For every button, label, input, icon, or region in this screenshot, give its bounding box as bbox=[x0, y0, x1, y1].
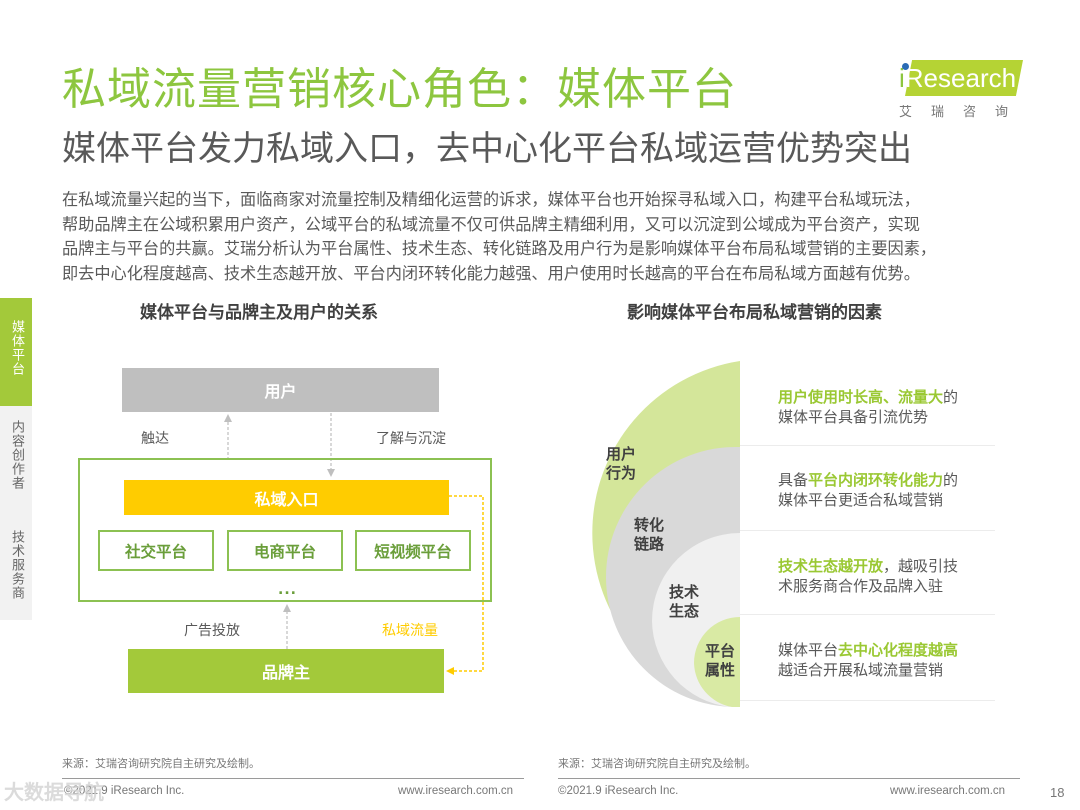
ring-label-tech: 技术 生态 bbox=[669, 583, 699, 621]
source-note-right: 来源：艾瑞咨询研究院自主研究及绘制。 bbox=[558, 757, 756, 770]
page-number: 18 bbox=[1050, 785, 1065, 800]
ring-label-line: 生态 bbox=[669, 602, 700, 620]
ring-label-line: 行为 bbox=[606, 464, 637, 482]
footer-divider-left bbox=[62, 778, 524, 779]
page-subtitle: 媒体平台发力私域入口，去中心化平台私域运营优势突出 bbox=[62, 129, 912, 169]
user-box: 用户 bbox=[122, 368, 439, 412]
factor-post: 的 bbox=[943, 388, 959, 406]
divider bbox=[740, 700, 995, 701]
ring-label-user-behavior: 用户 行为 bbox=[606, 445, 636, 483]
ad-label: 广告投放 bbox=[184, 623, 240, 639]
divider bbox=[740, 530, 995, 531]
footer-divider-right bbox=[558, 778, 1020, 779]
logo-cn-name: 艾瑞咨询 bbox=[899, 105, 1028, 120]
factor-post: ，越吸引技 bbox=[883, 557, 959, 575]
brand-box: 品牌主 bbox=[128, 649, 444, 693]
watermark: 大数据导航 bbox=[4, 780, 104, 804]
factor-conversion: 具备平台内闭环转化能力的 媒体平台更适合私域营销 bbox=[778, 470, 958, 510]
copyright-left: ©2021.9 iResearch Inc. bbox=[64, 785, 185, 797]
website-right[interactable]: www.iresearch.com.cn bbox=[890, 785, 1006, 797]
reach-label: 触达 bbox=[141, 431, 169, 447]
factor-pre: 媒体平台 bbox=[778, 641, 839, 659]
ring-label-line: 用户 bbox=[606, 445, 637, 463]
left-diagram-title: 媒体平台与品牌主及用户的关系 bbox=[140, 303, 378, 323]
paragraph-line: 即去中心化程度越高、技术生态越开放、平台内闭环转化能力越强、用户使用时长越高的平… bbox=[62, 263, 920, 283]
ring-label-line: 转化 bbox=[634, 516, 665, 534]
factor-highlight: 去中心化程度越高 bbox=[838, 641, 959, 659]
platform-ecommerce: 电商平台 bbox=[227, 530, 343, 571]
factor-line2: 越适合开展私域流量营销 bbox=[778, 661, 944, 679]
side-tabs: 媒体平台 内容创作者 技术服务商 bbox=[0, 298, 32, 620]
source-note-left: 来源：艾瑞咨询研究院自主研究及绘制。 bbox=[62, 757, 260, 770]
factor-post: 的 bbox=[943, 471, 959, 489]
side-tab-label: 媒体平台 bbox=[9, 320, 24, 376]
media-platform-container bbox=[78, 458, 492, 602]
understand-label: 了解与沉淀 bbox=[376, 431, 446, 447]
factor-line2: 媒体平台具备引流优势 bbox=[778, 408, 929, 426]
logo-band bbox=[905, 60, 1023, 96]
ring-label-line: 属性 bbox=[705, 661, 736, 679]
factor-highlight: 技术生态越开放 bbox=[778, 557, 884, 575]
logo-prefix: i bbox=[899, 63, 905, 93]
ring-label-platform: 平台 属性 bbox=[705, 642, 735, 680]
factor-line2: 媒体平台更适合私域营销 bbox=[778, 491, 944, 509]
side-tab-label: 技术服务商 bbox=[9, 530, 24, 600]
side-tab-label: 内容创作者 bbox=[9, 420, 24, 490]
right-diagram-title: 影响媒体平台布局私域营销的因素 bbox=[627, 303, 882, 323]
factor-highlight: 平台内闭环转化能力 bbox=[808, 471, 944, 489]
factor-pre: 具备 bbox=[778, 471, 809, 489]
copyright-right: ©2021.9 iResearch Inc. bbox=[558, 785, 679, 797]
factor-rings bbox=[592, 361, 740, 707]
iresearch-logo: iResearch 艾瑞咨询 bbox=[893, 58, 1033, 124]
private-entry-box: 私域入口 bbox=[124, 480, 449, 515]
logo-rest: Research bbox=[904, 63, 1017, 93]
website-left[interactable]: www.iresearch.com.cn bbox=[398, 785, 514, 797]
private-traffic-label: 私域流量 bbox=[382, 623, 438, 639]
ring-label-conversion: 转化 链路 bbox=[634, 516, 664, 554]
side-tab-tech-service[interactable]: 技术服务商 bbox=[0, 526, 32, 620]
paragraph-line: 帮助品牌主在公域积累用户资产，公域平台的私域流量不仅可供品牌主精细利用，又可以沉… bbox=[62, 214, 920, 234]
factor-tech: 技术生态越开放，越吸引技 术服务商合作及品牌入驻 bbox=[778, 556, 958, 596]
side-tab-media-platform[interactable]: 媒体平台 bbox=[0, 298, 32, 406]
more-ellipsis: ... bbox=[278, 582, 297, 598]
factor-user-behavior: 用户使用时长高、流量大的 媒体平台具备引流优势 bbox=[778, 387, 958, 427]
divider bbox=[740, 614, 995, 615]
paragraph-line: 品牌主与平台的共赢。艾瑞分析认为平台属性、技术生态、转化链路及用户行为是影响媒体… bbox=[62, 239, 937, 258]
platform-short-video: 短视频平台 bbox=[355, 530, 471, 571]
factor-line2: 术服务商合作及品牌入驻 bbox=[778, 577, 944, 595]
ring-label-line: 技术 bbox=[669, 583, 700, 601]
paragraph-line: 在私域流量兴起的当下，面临商家对流量控制及精细化运营的诉求，媒体平台也开始探寻私… bbox=[62, 190, 920, 209]
side-tab-content-creator[interactable]: 内容创作者 bbox=[0, 406, 32, 526]
ring-label-line: 链路 bbox=[634, 535, 665, 553]
platform-social: 社交平台 bbox=[98, 530, 214, 571]
factor-highlight: 用户使用时长高、流量大 bbox=[778, 388, 944, 406]
factor-platform: 媒体平台去中心化程度越高 越适合开展私域流量营销 bbox=[778, 640, 958, 680]
page-title: 私域流量营销核心角色：媒体平台 bbox=[62, 64, 737, 115]
logo-dot-icon bbox=[902, 63, 909, 70]
divider bbox=[740, 445, 995, 446]
ring-label-line: 平台 bbox=[705, 642, 736, 660]
logo-wordmark: iResearch bbox=[899, 60, 1016, 96]
intro-paragraph: 在私域流量兴起的当下，面临商家对流量控制及精细化运营的诉求，媒体平台也开始探寻私… bbox=[62, 188, 1042, 286]
